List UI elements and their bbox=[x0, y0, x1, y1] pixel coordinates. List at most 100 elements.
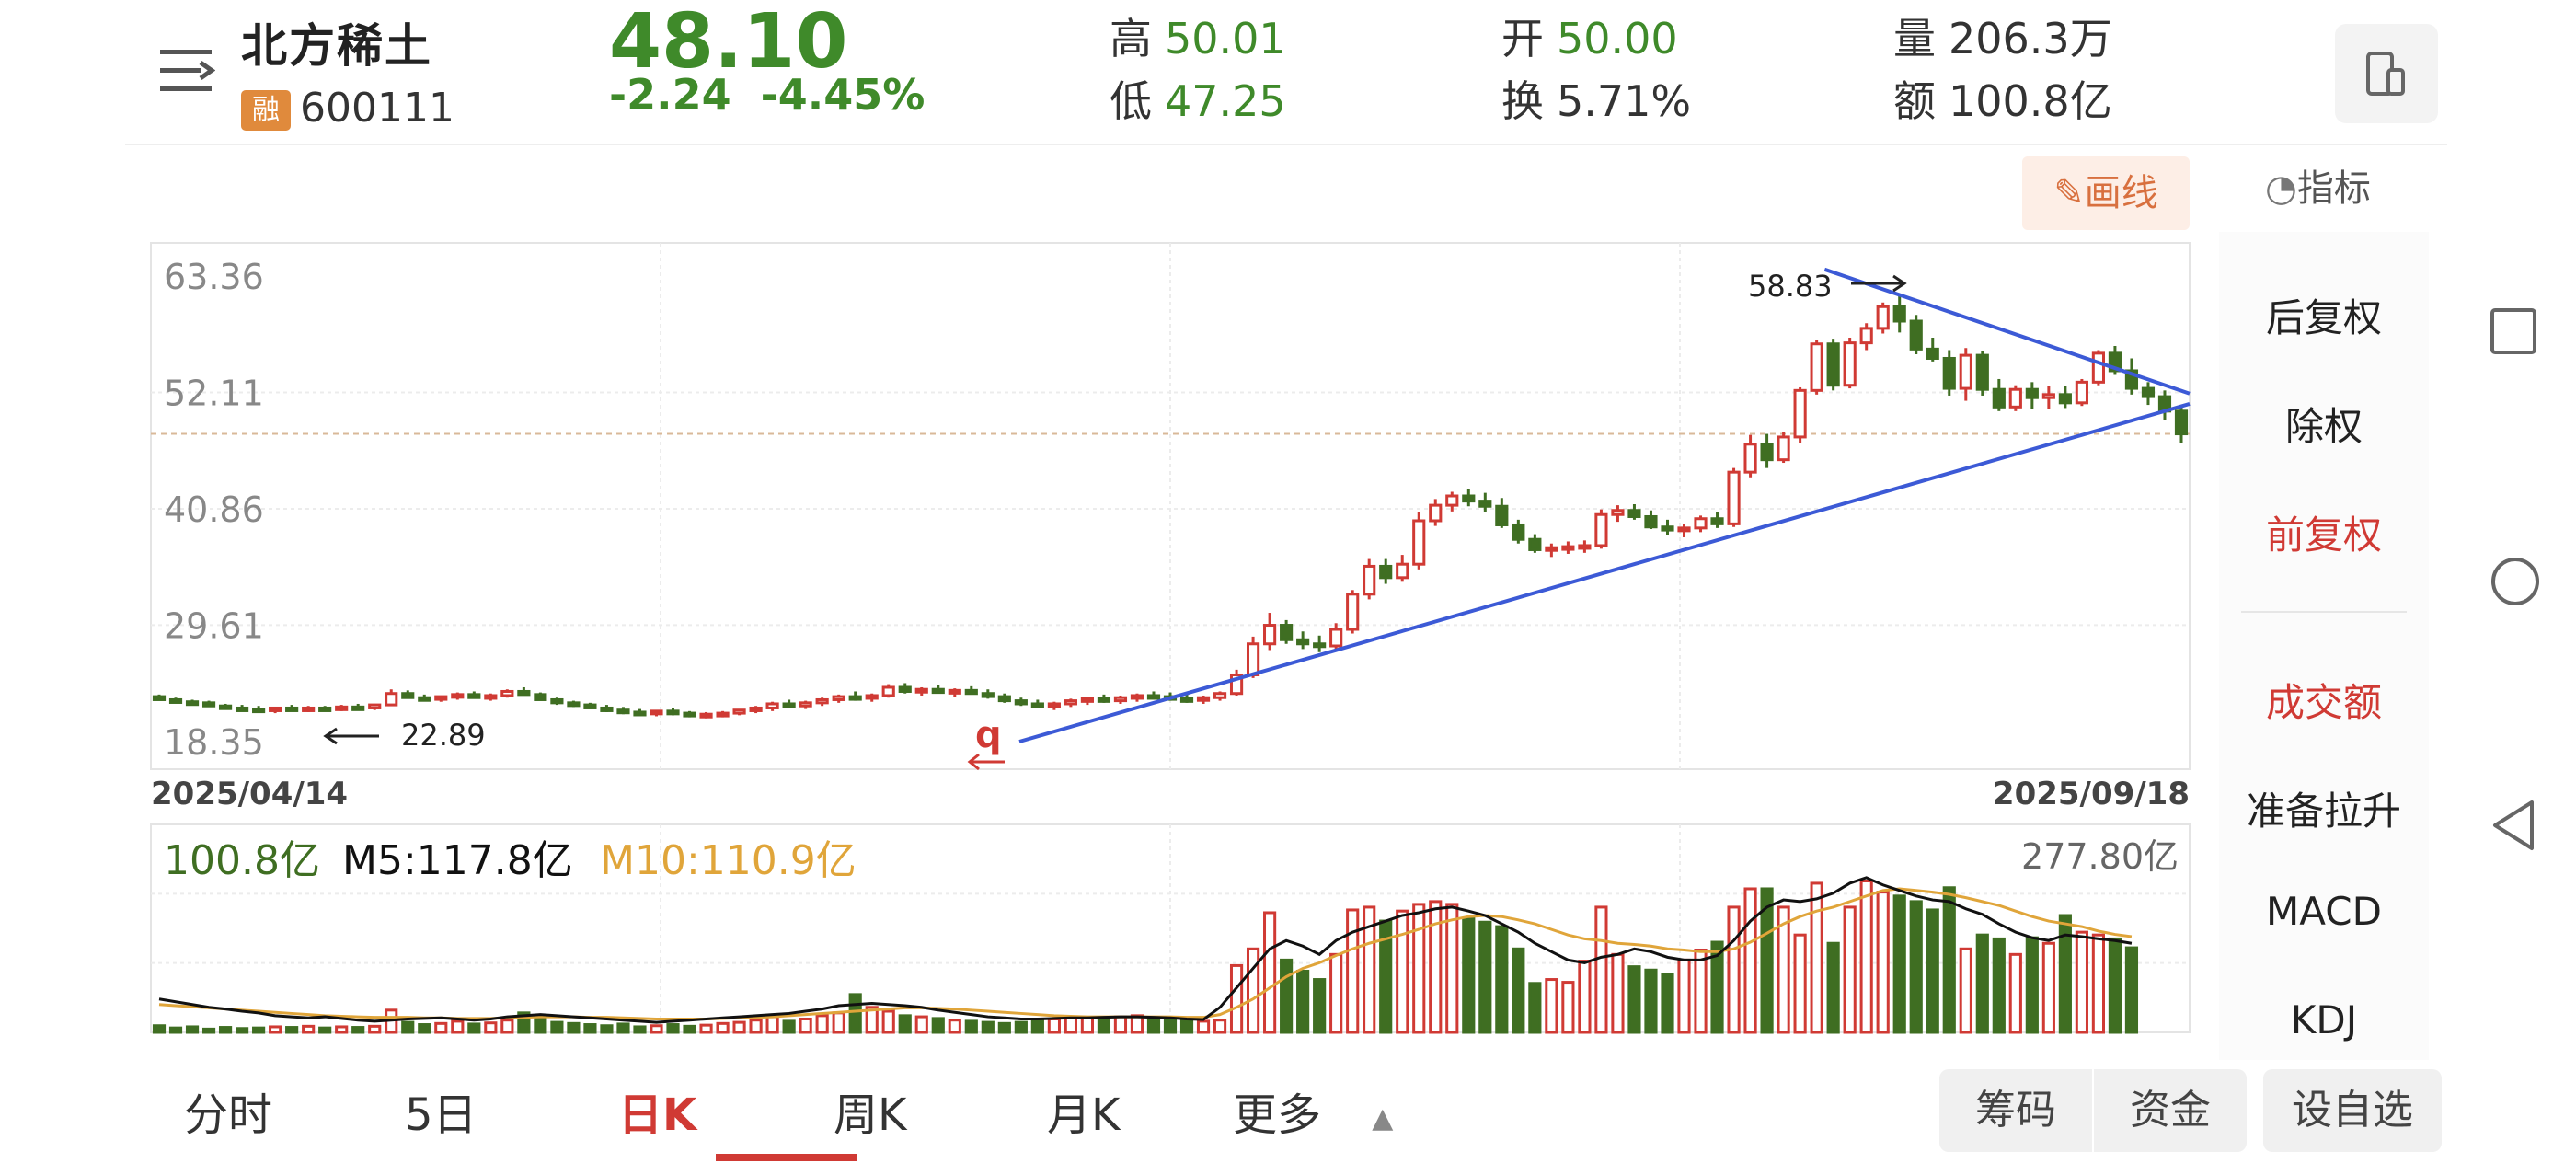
candle-body bbox=[1146, 694, 1161, 700]
tab-monthly-k[interactable]: 月K bbox=[1047, 1089, 1121, 1141]
add-watchlist-button[interactable]: 设自选 bbox=[2263, 1069, 2442, 1152]
candle-body bbox=[633, 710, 647, 717]
volume-bar bbox=[252, 1026, 266, 1034]
candle-body bbox=[484, 694, 498, 700]
volume-bar bbox=[1014, 1020, 1028, 1034]
candle-body bbox=[2075, 380, 2088, 405]
option-forward-adjusted[interactable]: 前复权 bbox=[2265, 512, 2382, 558]
stat-turnover-value: 5.71% bbox=[1557, 76, 1692, 126]
candle-body bbox=[1196, 696, 1211, 702]
tab-weekly-k[interactable]: 周K bbox=[834, 1089, 907, 1141]
candle-body bbox=[931, 687, 945, 695]
candle-body bbox=[1512, 523, 1525, 541]
volume-bar bbox=[914, 1015, 928, 1034]
volume-bar bbox=[1777, 905, 1790, 1034]
panel-divider bbox=[2241, 611, 2407, 613]
volume-bar bbox=[1644, 968, 1658, 1034]
volume-bar bbox=[152, 1024, 167, 1034]
volume-bar bbox=[550, 1020, 564, 1034]
volume-bar bbox=[500, 1019, 514, 1034]
candle-body bbox=[997, 695, 1011, 703]
candle-body bbox=[699, 712, 713, 719]
stock-code: 600111 bbox=[300, 85, 454, 132]
option-kdj[interactable]: KDJ bbox=[2290, 997, 2358, 1042]
kline-chart[interactable]: 63.36 52.11 40.86 29.61 18.35 58.83 22.89 q 20… bbox=[0, 0, 2576, 1058]
trendline-lower bbox=[1018, 402, 2191, 743]
candle-body bbox=[2008, 387, 2022, 409]
candle-body bbox=[500, 689, 514, 697]
option-ready-to-rise[interactable]: 准备拉升 bbox=[2246, 789, 2401, 834]
volume-bar bbox=[832, 1011, 845, 1034]
recents-icon[interactable] bbox=[2490, 307, 2537, 355]
candle-body bbox=[1760, 443, 1774, 462]
candle-body bbox=[1743, 443, 1757, 474]
volume-bar bbox=[981, 1020, 995, 1034]
candle-body bbox=[964, 688, 978, 696]
volume-bar bbox=[1892, 894, 1906, 1034]
option-backward-adjusted[interactable]: 后复权 bbox=[2265, 295, 2382, 340]
margin-badge: 融 bbox=[241, 90, 291, 131]
candle-body bbox=[1611, 509, 1625, 516]
chips-button[interactable]: 筹码 bbox=[1939, 1069, 2092, 1152]
candle-body bbox=[2058, 393, 2072, 405]
volume-bar bbox=[1793, 933, 1807, 1034]
candle-body bbox=[1179, 697, 1194, 703]
candle-body bbox=[385, 692, 398, 707]
tab-5day[interactable]: 5日 bbox=[405, 1089, 477, 1141]
candle-body bbox=[600, 706, 614, 712]
tab-daily-k[interactable]: 日K bbox=[618, 1089, 697, 1141]
stat-open: 开 50.00 bbox=[1501, 6, 1678, 66]
candle-body bbox=[168, 697, 183, 704]
candle-body bbox=[799, 701, 812, 708]
indicator-button[interactable]: ◔指标 bbox=[2265, 158, 2371, 212]
volume-bar bbox=[2124, 946, 2139, 1034]
x-start-label: 2025/04/14 bbox=[151, 776, 348, 812]
device-toggle-button[interactable] bbox=[2335, 24, 2438, 123]
volume-bar bbox=[1843, 905, 1857, 1034]
volume-bar bbox=[1429, 900, 1443, 1034]
volume-bar bbox=[1313, 978, 1327, 1034]
volume-bar bbox=[898, 1014, 912, 1034]
candle-body bbox=[1942, 356, 1956, 390]
candle-body bbox=[517, 689, 531, 697]
volume-bar bbox=[683, 1024, 696, 1034]
stat-turnover: 换 5.71% bbox=[1501, 68, 1691, 129]
candle-body bbox=[1892, 305, 1906, 323]
candle-body bbox=[666, 709, 680, 716]
volume-bar bbox=[1594, 905, 1608, 1034]
tab-more[interactable]: 更多 ▲ bbox=[1233, 1078, 1393, 1143]
volume-bar bbox=[881, 1009, 895, 1034]
phone-icon bbox=[2366, 52, 2405, 96]
stat-low-label: 低 bbox=[1110, 76, 1152, 126]
candle-body bbox=[1926, 347, 1939, 360]
candle-body bbox=[1545, 546, 1558, 552]
volume-bar bbox=[451, 1019, 465, 1034]
stat-high-label: 高 bbox=[1110, 14, 1152, 63]
candle-body bbox=[2124, 369, 2139, 390]
volume-bar bbox=[1512, 947, 1525, 1034]
menu-icon[interactable] bbox=[156, 46, 215, 98]
tab-more-label: 更多 bbox=[1233, 1089, 1322, 1141]
volume-bar bbox=[650, 1024, 663, 1034]
volume-bar bbox=[2058, 914, 2072, 1034]
m5-label: M5:117.8亿 bbox=[342, 837, 573, 884]
volume-bar bbox=[1909, 900, 1923, 1034]
active-tab-indicator bbox=[716, 1154, 857, 1161]
option-macd[interactable]: MACD bbox=[2266, 889, 2382, 934]
draw-line-button[interactable]: ✎画线 bbox=[2022, 156, 2190, 230]
volume-bar bbox=[1859, 880, 1873, 1034]
option-turnover-amount[interactable]: 成交额 bbox=[2265, 680, 2382, 725]
option-ex-rights[interactable]: 除权 bbox=[2284, 404, 2363, 449]
stat-volume-value: 206.3万 bbox=[1949, 14, 2112, 63]
home-icon[interactable] bbox=[2490, 556, 2541, 607]
candle-body bbox=[201, 701, 216, 708]
candle-body bbox=[185, 700, 200, 707]
back-icon[interactable] bbox=[2490, 799, 2537, 852]
gauge-icon: ◔ bbox=[2265, 167, 2297, 210]
caret-up-icon: ▲ bbox=[1372, 1101, 1394, 1134]
tab-intraday[interactable]: 分时 bbox=[184, 1089, 273, 1141]
current-price: 48.10 bbox=[609, 0, 848, 86]
volume-bar bbox=[964, 1019, 978, 1034]
volume-bar bbox=[1246, 947, 1260, 1034]
capital-flow-button[interactable]: 资金 bbox=[2094, 1069, 2247, 1152]
